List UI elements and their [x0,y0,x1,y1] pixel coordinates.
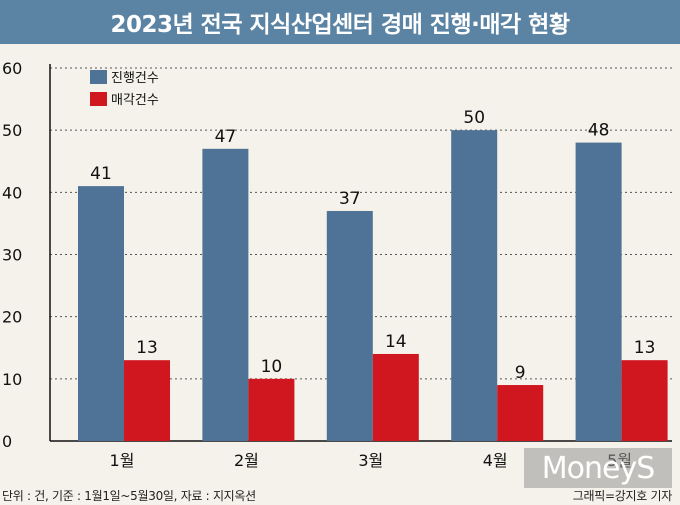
data-label: 41 [90,164,112,184]
y-tick-label: 50 [2,121,22,140]
y-tick-label: 20 [2,308,22,327]
moneys-logo: MoneyS [524,448,672,488]
data-label: 48 [588,121,610,141]
y-tick-label: 0 [2,432,12,451]
bar-progress [326,210,373,441]
data-label: 14 [385,332,407,352]
bar-progress [451,130,498,441]
y-tick-label: 30 [2,246,22,265]
data-label: 10 [261,357,283,377]
data-label: 47 [215,127,237,147]
data-label: 37 [339,189,361,209]
source-note: 단위 : 건, 기준 : 1월1일~5월30일, 자료 : 지지옥션 [2,489,256,503]
x-tick-label: 4월 [483,451,508,470]
bar-sold [124,360,170,441]
graphic-credit: 그래픽=강지호 기자 [572,489,673,503]
legend-swatch [90,92,107,106]
chart-title: 2023년 전국 지식산업센터 경매 진행·매각 현황 [110,12,570,38]
data-label: 9 [515,363,526,383]
data-label: 13 [136,338,158,358]
watermark-text: MoneyS [541,450,656,486]
x-tick-label: 3월 [358,451,383,470]
legend-label: 매각건수 [111,93,159,108]
bar-progress [202,148,249,442]
x-tick-label: 1월 [110,451,135,470]
y-tick-label: 60 [2,59,22,78]
bar-sold [248,378,295,441]
chart-footer: 단위 : 건, 기준 : 1월1일~5월30일, 자료 : 지지옥션 그래픽=강… [0,486,680,505]
bar-sold [621,360,668,441]
bar-sold [372,353,419,441]
data-label: 50 [463,108,485,128]
legend-label: 진행건수 [111,70,159,86]
bar-progress [575,142,622,441]
y-tick-label: 40 [2,183,22,202]
chart-title-bar: 2023년 전국 지식산업센터 경매 진행·매각 현황 [0,0,680,44]
legend-swatch [90,70,107,84]
y-tick-label: 10 [2,370,22,389]
bar-progress [78,186,124,441]
bar-sold [497,385,544,441]
data-label: 13 [634,338,656,358]
bar-chart: 0 10 20 30 40 50 60 41 13 1월 47 10 2월 37 14 3월 50 9 4월 48 13… [2,59,672,470]
x-tick-label: 2월 [234,451,259,470]
